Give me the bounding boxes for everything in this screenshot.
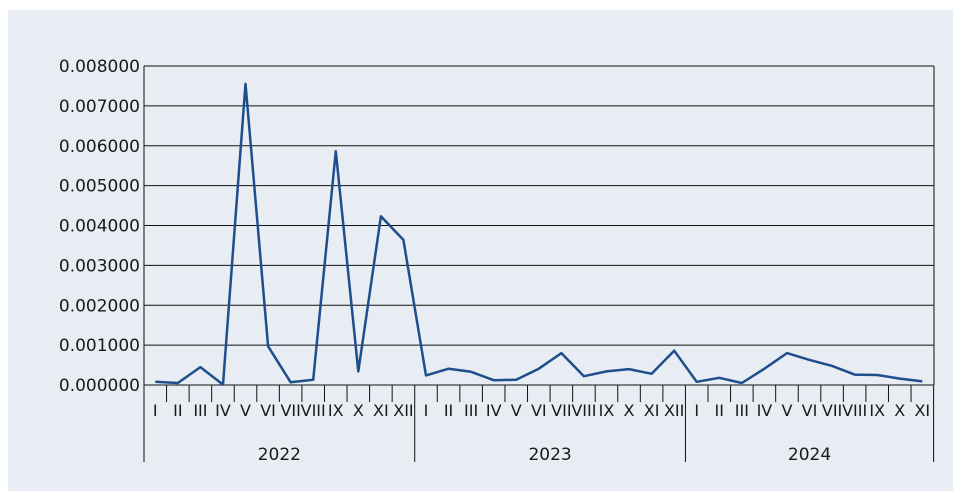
month-label: III (193, 401, 207, 420)
month-label: VII (822, 401, 842, 420)
month-label: IX (599, 401, 615, 420)
month-label: X (624, 401, 635, 420)
y-tick-label: 0.008000 (59, 57, 140, 77)
year-label: 2023 (528, 445, 571, 465)
y-tick-label: 0.002000 (59, 296, 140, 316)
y-tick-label: 0.003000 (59, 256, 140, 276)
month-label: VIII (842, 401, 867, 420)
month-label: VI (260, 401, 276, 420)
chart-panel (8, 10, 953, 491)
month-label: IV (215, 401, 231, 420)
series-line (155, 82, 923, 386)
month-label: I (153, 401, 158, 420)
month-label: XII (664, 401, 684, 420)
month-label: III (735, 401, 749, 420)
month-label: XII (393, 401, 413, 420)
month-label: IX (328, 401, 344, 420)
month-label: III (464, 401, 478, 420)
month-label: VIII (571, 401, 596, 420)
y-tick-label: 0.004000 (59, 217, 140, 237)
month-label: VI (802, 401, 818, 420)
month-label: VIII (301, 401, 326, 420)
month-label: XI (373, 401, 389, 420)
y-tick-label: 0.000000 (59, 376, 140, 396)
month-label: V (781, 401, 792, 420)
month-label: X (353, 401, 364, 420)
month-label: X (894, 401, 905, 420)
y-tick-label: 0.007000 (59, 97, 140, 117)
y-tick-label: 0.001000 (59, 336, 140, 356)
month-label: XI (914, 401, 930, 420)
month-label: V (511, 401, 522, 420)
month-label: VI (531, 401, 547, 420)
month-label: VII (280, 401, 300, 420)
month-label: II (173, 401, 182, 420)
month-label: IX (869, 401, 885, 420)
month-label: II (715, 401, 724, 420)
y-tick-label: 0.005000 (59, 177, 140, 197)
year-label: 2024 (788, 445, 831, 465)
month-label: XI (644, 401, 660, 420)
month-label: I (424, 401, 429, 420)
month-label: IV (486, 401, 502, 420)
month-label: V (240, 401, 251, 420)
year-label: 2022 (258, 445, 301, 465)
month-label: IV (757, 401, 773, 420)
month-label: VII (551, 401, 571, 420)
month-label: I (694, 401, 699, 420)
y-tick-label: 0.006000 (59, 137, 140, 157)
month-label: II (444, 401, 453, 420)
